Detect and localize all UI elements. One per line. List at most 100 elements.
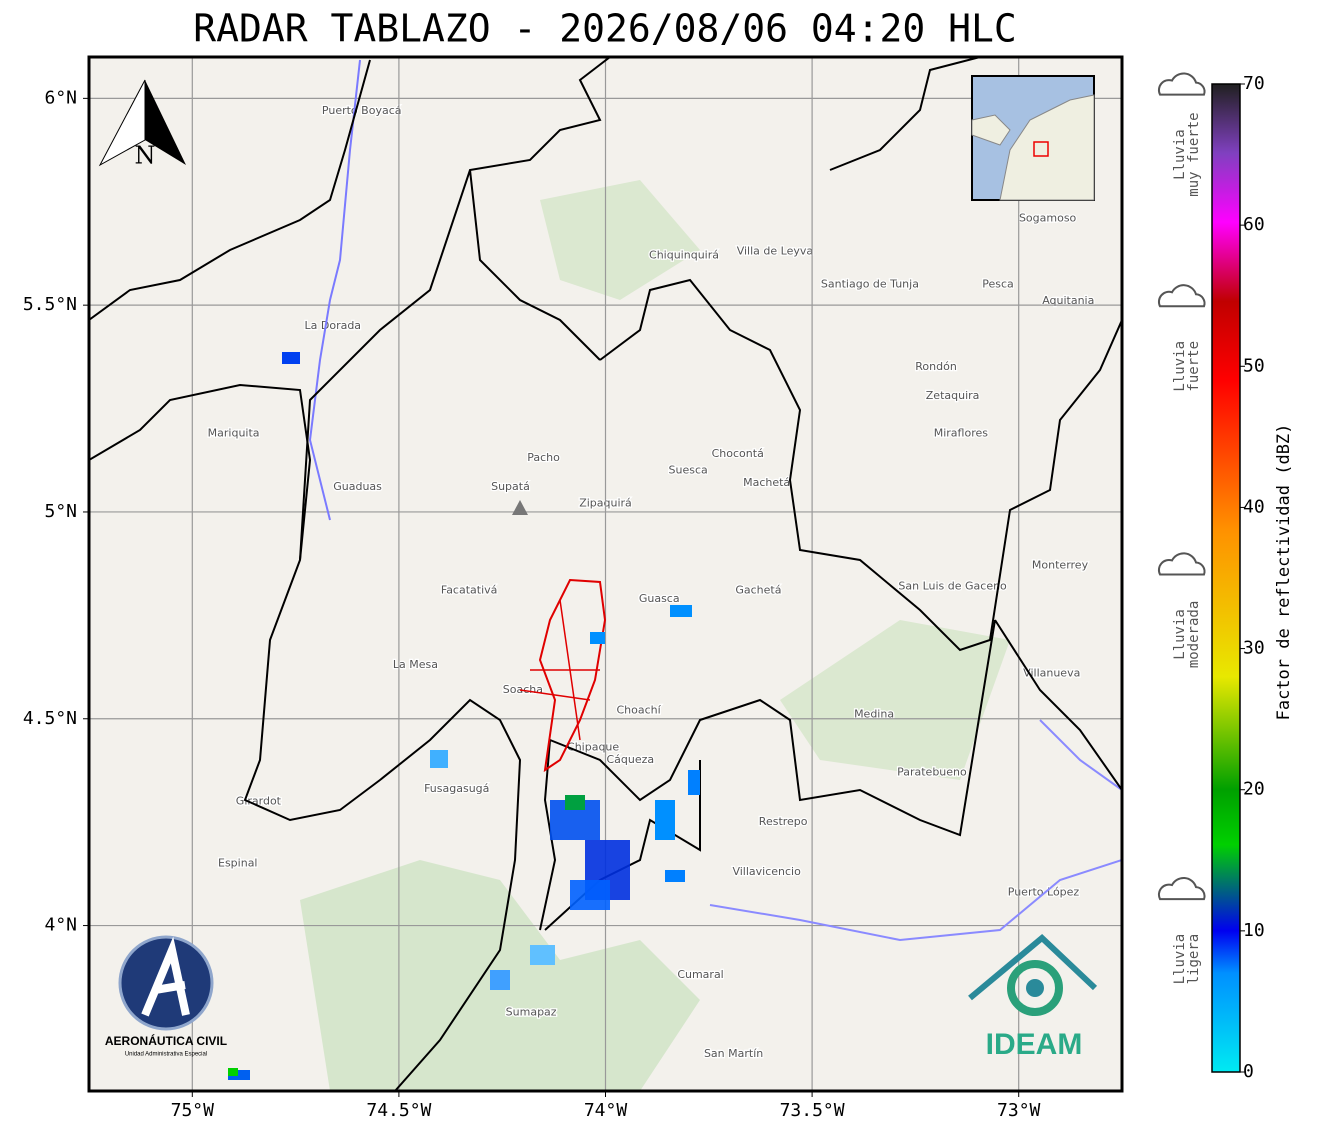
axes: 75°W 74.5°W 74°W 73.5°W 73°W 6°N 5.5°N 5°N 4.5°N… (23, 87, 1041, 1121)
place-name: Villavicencio (732, 865, 801, 878)
colorbar-tick-label: 0 (1243, 1061, 1254, 1082)
place-name: La Dorada (305, 319, 362, 332)
place-name: Miraflores (934, 426, 989, 439)
colorbar-label: Factor de reflectividad (dBZ) (1274, 424, 1294, 721)
place-name: Puerto López (1008, 885, 1080, 898)
place-name: Supatá (491, 480, 530, 493)
radar-site (512, 500, 528, 515)
rain-category-label: fuerte (1186, 341, 1202, 392)
rain-category-label: muy fuerte (1186, 112, 1202, 196)
rain-category-label: Lluvia (1172, 934, 1188, 985)
place-name: Cáqueza (606, 753, 654, 766)
place-name: Chipaque (567, 741, 619, 754)
x-tick-label: 73.5°W (780, 1100, 845, 1121)
place-name: San Martín (704, 1047, 763, 1060)
place-name: San Luis de Gaceno (898, 579, 1007, 592)
place-name: Chiquinquirá (649, 249, 719, 262)
river (709, 859, 1122, 942)
cloud-icon (1157, 72, 1206, 96)
forest-area (540, 180, 700, 300)
aerocivil-sub: Unidad Administrativa Especial (125, 1052, 207, 1058)
y-tick-label: 5.5°N (23, 294, 77, 315)
place-name: Monterrey (1032, 559, 1089, 572)
place-name: Rondón (915, 360, 957, 373)
urban-roads (519, 599, 600, 741)
ideam-logo: IDEAM (968, 933, 1098, 1061)
place-name: Espinal (218, 857, 258, 870)
colorbar-tick-label: 20 (1243, 779, 1265, 800)
y-tick-label: 4°N (44, 915, 77, 936)
colorbar-tick-label: 50 (1243, 355, 1265, 376)
place-name: Guasca (639, 592, 680, 605)
rain-category-label: Lluvia (1172, 609, 1188, 660)
place-name: Paratebueno (897, 766, 967, 779)
place-name: Cumaral (677, 968, 723, 981)
cloud-icon (1157, 284, 1206, 308)
place-name: Mariquita (208, 426, 260, 439)
place-name: Sumapaz (506, 1005, 557, 1018)
place-name: Fusagasugá (424, 782, 489, 795)
map-frame (87, 55, 1124, 1093)
north-arrow: N (98, 79, 186, 170)
aerocivil-logo: AERONÁUTICA CIVIL Unidad Administrativa … (105, 935, 227, 1058)
colorbar-tick-label: 30 (1243, 638, 1265, 659)
colorbar-tick-label: 60 (1243, 214, 1265, 235)
colorbar-tick-label: 70 (1243, 73, 1265, 94)
place-name: Sogamoso (1019, 211, 1077, 224)
grid (89, 57, 1122, 1091)
place-name: La Mesa (393, 658, 438, 671)
radar-echoes (228, 352, 700, 1080)
cloud-icon (1157, 552, 1206, 576)
aerocivil-name: AERONÁUTICA CIVIL (105, 1033, 227, 1048)
map: VillavicencioZipaquiráSuescaSogamosoVill… (89, 57, 1122, 1091)
urban-roads (538, 578, 607, 773)
place-name: Machetá (743, 476, 790, 489)
y-tick-label: 6°N (44, 87, 77, 108)
rain-category-label: Lluvia (1172, 341, 1188, 392)
x-tick-label: 73°W (997, 1100, 1041, 1121)
colorbar-tick-label: 40 (1243, 496, 1265, 517)
place-name: Puerto Boyacá (322, 104, 402, 117)
rain-category-label: ligera (1186, 934, 1202, 985)
place-name: Pacho (527, 451, 560, 464)
cloud-icon (1157, 876, 1206, 901)
rain-category-label: moderada (1186, 601, 1202, 668)
river (308, 59, 361, 521)
y-tick-label: 4.5°N (23, 708, 77, 729)
place-name: Choachí (616, 703, 661, 716)
place-name: Villanueva (1023, 666, 1080, 679)
ideam-name: IDEAM (986, 1028, 1083, 1061)
place-name: Suesca (669, 464, 708, 477)
place-name: Villa de Leyva (737, 244, 813, 257)
place-name: Facatativá (441, 584, 498, 597)
x-tick-label: 74°W (584, 1100, 628, 1121)
place-name: Zetaquira (926, 389, 980, 402)
rain-category-label: Lluvia (1172, 129, 1188, 180)
colorbar-tick-label: 10 (1243, 920, 1265, 941)
place-name: Soacha (503, 683, 543, 696)
forest-area (780, 620, 1010, 780)
north-label: N (135, 142, 156, 170)
y-tick-label: 5°N (44, 501, 77, 522)
place-name: Chocontá (712, 447, 764, 460)
place-name: Santiago de Tunja (821, 277, 919, 290)
inset-map (971, 75, 1095, 201)
title: RADAR TABLAZO - 2026/08/06 04:20 HLC (193, 7, 1017, 51)
place-name: Medina (854, 708, 894, 721)
x-tick-label: 75°W (171, 1100, 215, 1121)
colorbar-axis: 0 10 20 30 40 50 60 70 (1240, 73, 1265, 1082)
colorbar (1211, 83, 1241, 1073)
place-name: Pesca (982, 277, 1014, 290)
place-name: Aquitania (1042, 294, 1094, 307)
place-name: Gachetá (735, 584, 781, 597)
place-name: Restrepo (759, 815, 808, 828)
x-tick-label: 74.5°W (366, 1100, 431, 1121)
place-name: Guaduas (333, 480, 382, 493)
river (1039, 719, 1122, 791)
